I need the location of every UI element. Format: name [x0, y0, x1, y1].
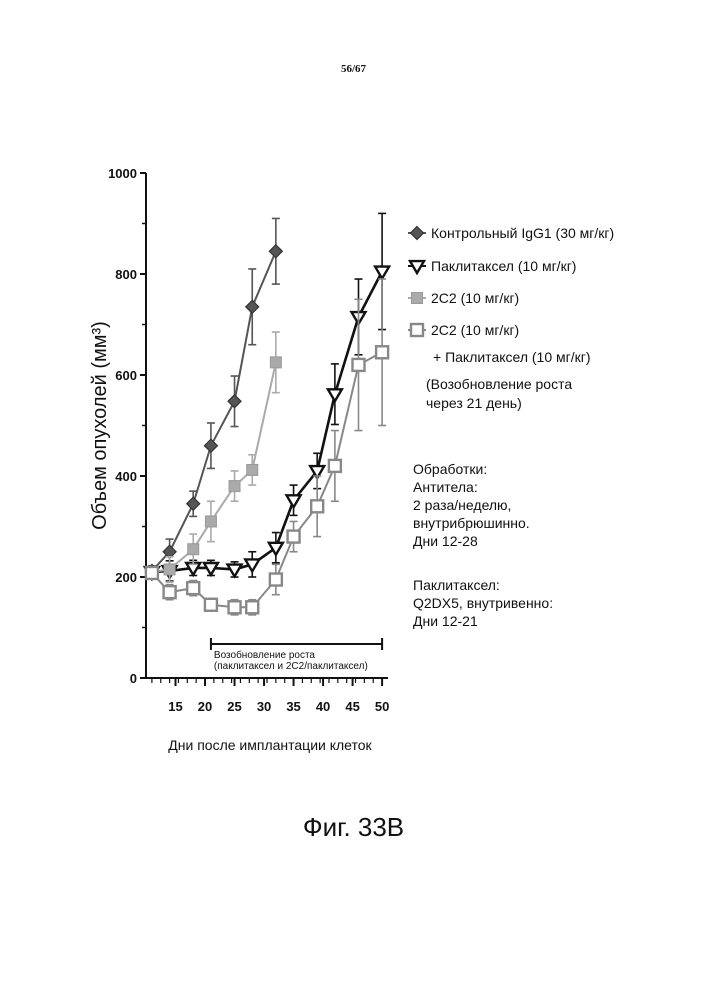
paclitaxel-note: Паклитаксел: Q2DX5, внутривенно: Дни 12-… [413, 576, 553, 630]
note-line: 2 раза/неделю, [413, 496, 530, 514]
note-line: Антитела: [413, 478, 530, 496]
data-point [205, 599, 217, 611]
data-point [352, 359, 364, 371]
data-point [375, 267, 389, 279]
data-point [311, 500, 323, 512]
data-point [270, 574, 282, 586]
x-tick-label: 45 [345, 699, 359, 714]
legend: Контрольный IgG1 (30 мг/кг) Паклитаксел (… [408, 225, 614, 411]
data-point [164, 564, 175, 575]
data-point [270, 357, 281, 368]
y-tick-label: 400 [115, 469, 137, 484]
data-point [269, 543, 283, 555]
x-tick-label: 35 [286, 699, 300, 714]
x-tick-label: 40 [316, 699, 330, 714]
data-point [376, 346, 388, 358]
y-axis-title: Объем опухолей (мм³) [89, 321, 111, 530]
data-point [187, 497, 200, 510]
data-point [146, 567, 158, 579]
note-line: Дни 12-21 [413, 612, 553, 630]
series-layer [145, 213, 389, 614]
x-tick-label: 15 [168, 699, 182, 714]
legend-label: Контрольный IgG1 (30 мг/кг) [431, 225, 614, 241]
x-tick-label: 25 [227, 699, 241, 714]
data-point [288, 531, 300, 543]
x-axis-title: Дни после имплантации клеток [168, 737, 372, 753]
y-tick-label: 800 [115, 267, 137, 282]
data-point [187, 582, 199, 594]
data-point [205, 516, 216, 527]
data-point [164, 586, 176, 598]
legend-label: + Паклитаксел (10 мг/кг) [433, 349, 591, 365]
legend-marker [410, 261, 424, 273]
data-point [228, 395, 241, 408]
y-tick-label: 1000 [108, 166, 137, 181]
data-point [246, 300, 259, 313]
note-line: внутрибрюшинно. [413, 514, 530, 532]
data-point [188, 544, 199, 555]
data-point [228, 565, 242, 577]
data-point [329, 460, 341, 472]
data-point [204, 439, 217, 452]
legend-label: 2C2 (10 мг/кг) [431, 322, 519, 338]
x-tick-label: 20 [198, 699, 212, 714]
treatment-note: Обработки: Антитела: 2 раза/неделю, внут… [413, 460, 530, 550]
series-4 [146, 279, 388, 615]
regrowth-annotation: Возобновление роста(паклитаксел и 2C2/па… [211, 638, 382, 672]
legend-label: (Возобновление роста [426, 376, 572, 392]
annotation-label: (паклитаксел и 2C2/паклитаксел) [214, 661, 368, 672]
y-tick-label: 600 [115, 368, 137, 383]
legend-marker [412, 293, 423, 304]
figure-caption: Фиг. 33B [0, 812, 707, 843]
data-point [246, 601, 258, 613]
data-point [247, 464, 258, 475]
x-tick-label: 50 [375, 699, 389, 714]
data-point [229, 601, 241, 613]
data-point [269, 245, 282, 258]
legend-marker [411, 324, 423, 336]
legend-label: Паклитаксел (10 мг/кг) [431, 258, 576, 274]
x-tick-label: 30 [257, 699, 271, 714]
y-tick-label: 200 [115, 570, 137, 585]
legend-marker [411, 227, 424, 240]
note-line: Паклитаксел: [413, 576, 553, 594]
note-line: Обработки: [413, 460, 530, 478]
annotation-label: Возобновление роста [214, 649, 315, 661]
series-line [152, 271, 382, 571]
note-line: Q2DX5, внутривенно: [413, 594, 553, 612]
note-line: Дни 12-28 [413, 532, 530, 550]
data-point [328, 389, 342, 401]
legend-label: через 21 день) [426, 395, 522, 411]
series-3 [146, 332, 281, 582]
data-point [229, 481, 240, 492]
data-point [287, 495, 301, 507]
legend-label: 2C2 (10 мг/кг) [431, 290, 519, 306]
y-tick-label: 0 [130, 671, 137, 686]
